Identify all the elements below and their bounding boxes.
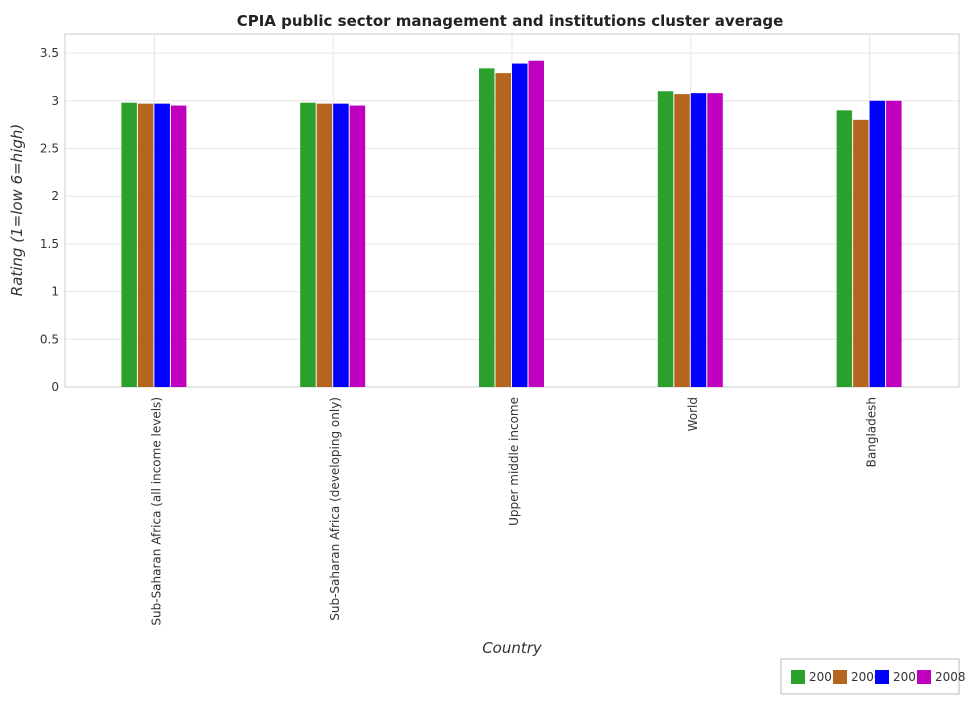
legend-swatch — [917, 670, 931, 684]
y-tick-label: 1.5 — [40, 237, 59, 251]
bar-2005 — [300, 102, 316, 387]
x-axis-label: Country — [482, 639, 543, 657]
legend-label: 2008 — [935, 670, 965, 684]
legend-swatch — [833, 670, 847, 684]
bar-2007 — [154, 103, 170, 388]
y-tick-label: 1 — [51, 285, 59, 299]
x-tick-label: Upper middle income — [507, 397, 521, 526]
y-axis-label: Rating (1=low 6=high) — [8, 124, 26, 296]
bar-2006 — [495, 73, 511, 388]
bar-2008 — [170, 105, 187, 388]
legend-label: 2005 — [809, 670, 840, 684]
legend-label: 2007 — [893, 670, 924, 684]
bar-2008 — [349, 105, 366, 388]
bar-2006 — [137, 103, 154, 388]
legend-label: 2006 — [851, 670, 882, 684]
bar-2006 — [853, 119, 869, 387]
x-tick-label: Sub-Saharan Africa (all income levels) — [149, 397, 163, 626]
bar-2007 — [869, 100, 886, 387]
y-axis-ticks: 0 0.5 1 1.5 2 2.5 3 3.5 — [40, 46, 59, 394]
x-tick-label: World — [686, 397, 700, 431]
y-tick-label: 2 — [51, 189, 59, 203]
bar-2007 — [690, 93, 707, 387]
y-tick-label: 3.5 — [40, 46, 59, 60]
x-tick-label: Sub-Saharan Africa (developing only) — [328, 397, 342, 621]
y-tick-label: 2.5 — [40, 141, 59, 155]
legend: 2005 2006 2007 2008 — [780, 658, 965, 695]
bar-2007 — [333, 103, 349, 388]
legend-swatch — [875, 670, 889, 684]
y-tick-label: 0 — [51, 380, 59, 394]
x-tick-label: Bangladesh — [865, 397, 879, 467]
bar-2005 — [657, 91, 674, 388]
x-axis-ticks: Sub-Saharan Africa (all income levels) Su… — [149, 397, 878, 626]
y-tick-label: 3 — [51, 94, 59, 108]
bar-2005 — [836, 110, 853, 387]
bar-2007 — [512, 63, 528, 387]
bar-2008 — [528, 60, 544, 388]
bar-2008 — [886, 100, 902, 387]
bars — [121, 60, 902, 388]
bar-2006 — [316, 103, 333, 388]
bar-2005 — [479, 68, 495, 387]
bar-2008 — [707, 93, 723, 387]
y-tick-label: 0.5 — [40, 332, 59, 346]
bar-2005 — [121, 102, 137, 387]
chart-title: CPIA public sector management and instit… — [237, 12, 784, 30]
legend-swatch — [791, 670, 805, 684]
bar-2006 — [674, 94, 690, 387]
